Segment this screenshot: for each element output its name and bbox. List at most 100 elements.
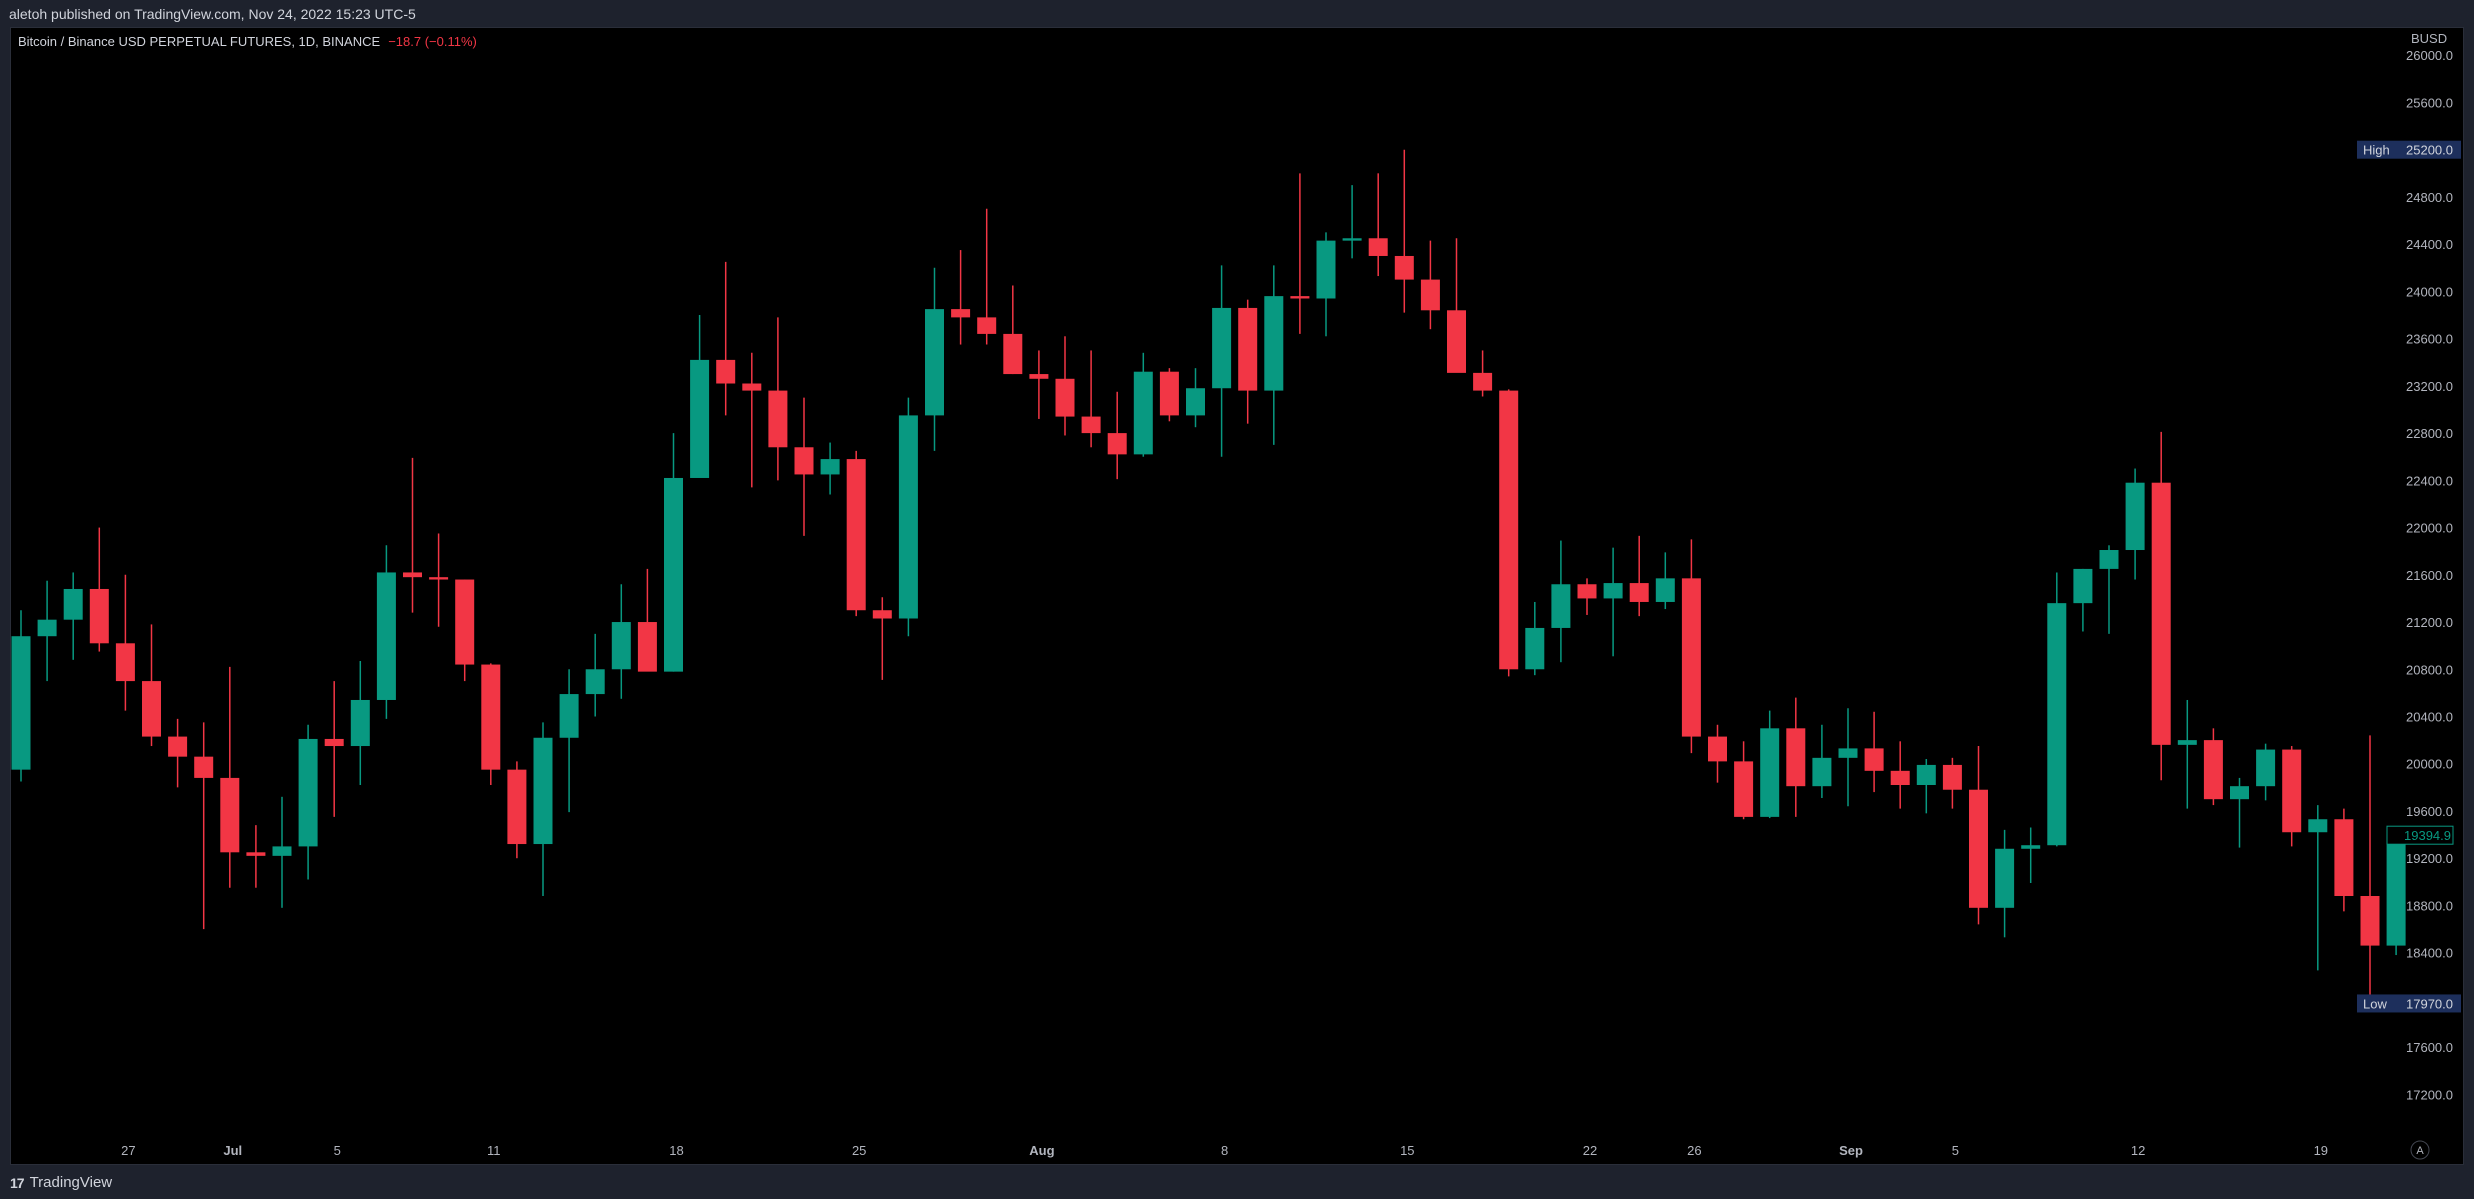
candle-body xyxy=(1473,372,1493,391)
candle-body xyxy=(1734,761,1754,817)
x-tick-label: 27 xyxy=(121,1143,135,1158)
candle-body xyxy=(2203,740,2223,800)
candle-body xyxy=(2021,845,2041,849)
candle-body xyxy=(298,738,318,847)
y-tick-label: 21200.0 xyxy=(2406,615,2453,630)
candle-body xyxy=(768,390,788,448)
candle-body xyxy=(2360,896,2380,946)
candle-body xyxy=(455,579,475,665)
x-tick-label: Sep xyxy=(1839,1143,1863,1158)
candle-body xyxy=(1995,848,2015,908)
candle-body xyxy=(220,777,240,853)
candle-body xyxy=(872,610,892,619)
auto-scale-icon xyxy=(2410,1140,2430,1160)
candle-body xyxy=(63,588,83,620)
y-tick-label: 18800.0 xyxy=(2406,898,2453,913)
y-tick-label: 20400.0 xyxy=(2406,710,2453,725)
price-change: −18.7 (−0.11%) xyxy=(388,34,477,49)
candle-body xyxy=(1499,390,1519,670)
candle-body xyxy=(1864,748,1884,771)
y-tick-label: 23200.0 xyxy=(2406,379,2453,394)
candle-body xyxy=(11,636,31,770)
publish-header: aletoh published on TradingView.com, Nov… xyxy=(0,0,2474,28)
candle-body xyxy=(1838,748,1858,758)
candle-body xyxy=(977,317,997,334)
publish-info: aletoh published on TradingView.com, Nov… xyxy=(9,6,416,22)
candle-body xyxy=(1812,757,1832,787)
symbol-legend: Bitcoin / Binance USD PERPETUAL FUTURES,… xyxy=(18,34,477,49)
candle-body xyxy=(1342,238,1362,241)
candle-body xyxy=(2047,603,2067,846)
y-tick-label: 17200.0 xyxy=(2406,1087,2453,1102)
candle-body xyxy=(1003,333,1023,375)
candle-body xyxy=(2151,482,2171,745)
candle-body xyxy=(2386,835,2406,946)
candle-body xyxy=(716,359,736,384)
symbol-title: Bitcoin / Binance USD PERPETUAL FUTURES,… xyxy=(18,34,381,49)
candlestick-chart[interactable]: BUSD 26000.0 25600.0 25200.0 24800.0 24400.0 2… xyxy=(11,28,2465,1166)
candle-body xyxy=(481,664,501,770)
candle-body xyxy=(376,572,396,700)
candle-body xyxy=(611,622,631,670)
candle-body xyxy=(690,359,710,478)
footer-bar: 17 TradingView xyxy=(0,1165,2474,1199)
candle-body xyxy=(2334,819,2354,896)
candle-body xyxy=(585,669,605,695)
candle-body xyxy=(1916,764,1936,785)
candle-body xyxy=(1447,310,1466,373)
y-tick-label: 24800.0 xyxy=(2406,190,2453,205)
candle-body xyxy=(194,756,214,778)
candle-body xyxy=(820,459,840,475)
y-tick-label: 26000.0 xyxy=(2406,48,2453,63)
candle-body xyxy=(846,459,866,611)
candle-body xyxy=(1133,371,1153,455)
candle-body xyxy=(246,852,266,856)
y-tick-label: 20800.0 xyxy=(2406,662,2453,677)
candle-body xyxy=(272,846,292,856)
x-tick-label: 15 xyxy=(1400,1143,1414,1158)
candle-body xyxy=(2177,740,2197,745)
x-tick-label: 11 xyxy=(487,1143,501,1158)
last-price-marker-value: 19394.9 xyxy=(2404,828,2451,843)
candle-body xyxy=(1577,584,1597,599)
low-marker-box xyxy=(2357,994,2461,1013)
candle-body xyxy=(1942,764,1962,790)
y-tick-label: 25600.0 xyxy=(2406,95,2453,110)
tradingview-brand[interactable]: 17 TradingView xyxy=(10,1174,112,1191)
candle-body xyxy=(951,309,971,318)
y-tick-label: 23600.0 xyxy=(2406,332,2453,347)
chart-area[interactable]: BUSD 26000.0 25600.0 25200.0 24800.0 24400.0 2… xyxy=(10,27,2464,1165)
candle-body xyxy=(1316,240,1336,299)
candle-body xyxy=(1551,584,1571,628)
candle-body xyxy=(142,681,161,737)
candle-body xyxy=(115,643,135,682)
candle-body xyxy=(2125,482,2145,551)
candle-body xyxy=(1107,433,1127,455)
candle-body xyxy=(37,619,57,637)
candle-body xyxy=(1368,238,1388,256)
candle-body xyxy=(324,738,344,747)
candle-body xyxy=(925,309,944,416)
candle-body xyxy=(1081,416,1101,434)
candle-body xyxy=(2073,568,2093,604)
candle-body xyxy=(403,572,422,578)
candle-body xyxy=(1290,296,1310,299)
x-tick-label: 25 xyxy=(852,1143,866,1158)
y-tick-label: 24000.0 xyxy=(2406,284,2453,299)
candle-body xyxy=(429,577,449,580)
candle-body xyxy=(2282,749,2302,833)
auto-scale-label: A xyxy=(2416,1145,2424,1157)
candle-body xyxy=(1186,388,1205,416)
candle-body xyxy=(1420,279,1440,311)
candle-body xyxy=(1890,770,1910,785)
candle-body xyxy=(2099,550,2119,569)
low-marker-label: Low xyxy=(2363,996,2387,1011)
x-tick-label: Jul xyxy=(223,1143,242,1158)
candle-body xyxy=(1681,578,1701,737)
x-tick-label: 19 xyxy=(2314,1143,2328,1158)
y-tick-label: 22000.0 xyxy=(2406,521,2453,536)
x-tick-label: Aug xyxy=(1029,1143,1054,1158)
candle-body xyxy=(1760,728,1780,817)
candle-body xyxy=(559,694,579,738)
candle-body xyxy=(1786,728,1806,787)
